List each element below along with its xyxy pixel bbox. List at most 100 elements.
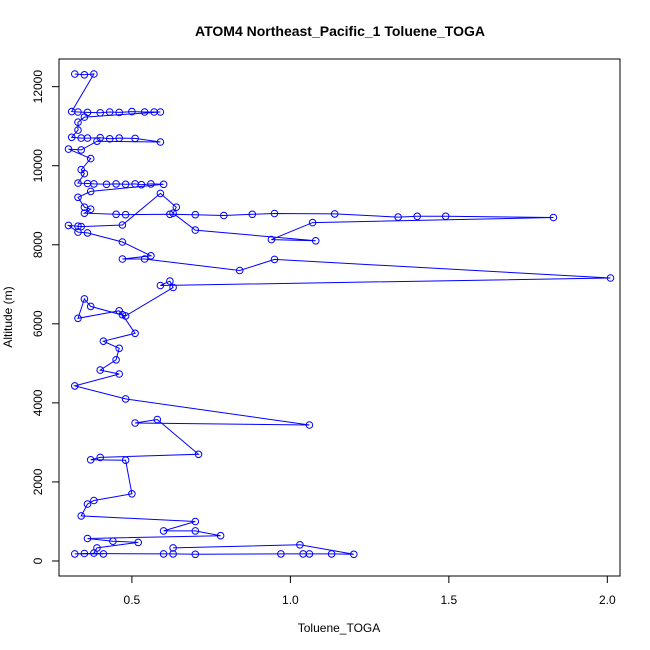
data-point xyxy=(112,356,120,364)
data-point xyxy=(169,283,177,292)
data-point xyxy=(191,550,200,559)
data-point xyxy=(296,541,304,549)
data-point xyxy=(74,228,82,236)
data-point xyxy=(105,108,114,116)
data-point xyxy=(90,496,98,505)
data-point xyxy=(156,189,165,198)
data-point xyxy=(140,108,149,116)
data-point xyxy=(220,211,228,220)
data-point xyxy=(172,203,181,211)
data-point xyxy=(156,138,165,146)
data-point xyxy=(128,107,136,116)
data-point xyxy=(112,180,120,188)
data-point xyxy=(77,146,85,154)
x-axis-label: Toluene_TOGA xyxy=(298,621,381,635)
data-point xyxy=(74,314,82,323)
data-point xyxy=(137,180,146,189)
data-point xyxy=(90,180,98,188)
data-point xyxy=(134,538,142,547)
x-tick-label: 1.0 xyxy=(282,593,299,607)
data-point xyxy=(156,108,165,116)
data-point xyxy=(118,221,127,229)
data-point xyxy=(83,134,92,142)
data-point xyxy=(235,266,244,275)
data-point xyxy=(71,550,79,558)
data-point xyxy=(74,179,82,187)
y-tick-label: 10000 xyxy=(31,149,45,183)
data-point xyxy=(118,238,127,246)
x-axis-ticks: 0.5 1.0 1.5 2.0 xyxy=(124,576,616,607)
x-tick-label: 2.0 xyxy=(599,593,616,607)
data-point xyxy=(394,213,402,221)
data-point xyxy=(147,180,155,188)
data-point xyxy=(83,229,92,237)
data-point xyxy=(121,395,130,403)
data-point xyxy=(131,419,139,427)
data-point xyxy=(270,255,279,264)
data-point xyxy=(71,382,79,390)
data-point xyxy=(156,281,165,290)
data-point xyxy=(159,550,168,558)
data-point xyxy=(350,550,358,559)
y-tick-label: 12000 xyxy=(31,70,45,104)
data-point xyxy=(327,550,336,558)
data-point xyxy=(93,137,101,145)
data-point xyxy=(74,193,82,202)
data-point xyxy=(74,126,82,134)
data-point xyxy=(64,145,73,153)
data-point xyxy=(267,235,276,244)
data-point xyxy=(86,456,95,464)
y-axis-label: Altitude (m) xyxy=(1,286,15,347)
data-point xyxy=(80,295,89,303)
data-point xyxy=(131,134,139,143)
data-point xyxy=(83,534,92,543)
data-point xyxy=(90,549,98,557)
data-point xyxy=(71,70,79,78)
x-tick-label: 0.5 xyxy=(124,593,141,607)
data-point xyxy=(74,108,82,116)
data-point xyxy=(305,421,314,429)
data-point xyxy=(86,205,95,213)
data-point xyxy=(166,277,174,285)
data-point xyxy=(86,187,95,196)
data-point xyxy=(169,550,177,558)
x-tick-label: 1.5 xyxy=(441,593,458,607)
data-point xyxy=(308,218,317,227)
data-point xyxy=(77,512,85,520)
data-point xyxy=(147,252,155,260)
data-point xyxy=(169,209,177,217)
y-tick-label: 8000 xyxy=(31,231,45,258)
data-point xyxy=(80,113,89,121)
data-point xyxy=(80,209,89,217)
data-point xyxy=(99,337,108,346)
data-point xyxy=(121,210,130,219)
data-point xyxy=(159,527,168,535)
data-point xyxy=(277,550,285,558)
data-point xyxy=(74,222,82,230)
y-tick-label: 4000 xyxy=(31,389,45,416)
series-line-group xyxy=(66,73,611,555)
y-tick-label: 2000 xyxy=(31,468,45,495)
y-tick-label: 0 xyxy=(31,557,45,564)
data-point xyxy=(330,210,339,218)
data-point xyxy=(441,212,450,221)
data-point xyxy=(80,71,89,79)
data-point xyxy=(191,517,200,526)
y-tick-label: 6000 xyxy=(31,310,45,337)
data-point xyxy=(131,329,139,338)
data-point xyxy=(67,133,76,142)
data-point xyxy=(96,109,104,117)
data-point xyxy=(140,255,149,263)
data-point xyxy=(159,180,168,189)
data-point xyxy=(109,537,117,546)
y-axis-ticks: 0 2000 4000 6000 8000 10000 12000 xyxy=(31,70,59,564)
series-line xyxy=(66,73,611,555)
data-point xyxy=(99,550,108,558)
chart-title: ATOM4 Northeast_Pacific_1 Toluene_TOGA xyxy=(195,23,485,39)
data-point xyxy=(166,210,174,219)
data-point xyxy=(77,222,85,231)
data-point xyxy=(311,237,320,245)
data-point xyxy=(169,544,177,552)
